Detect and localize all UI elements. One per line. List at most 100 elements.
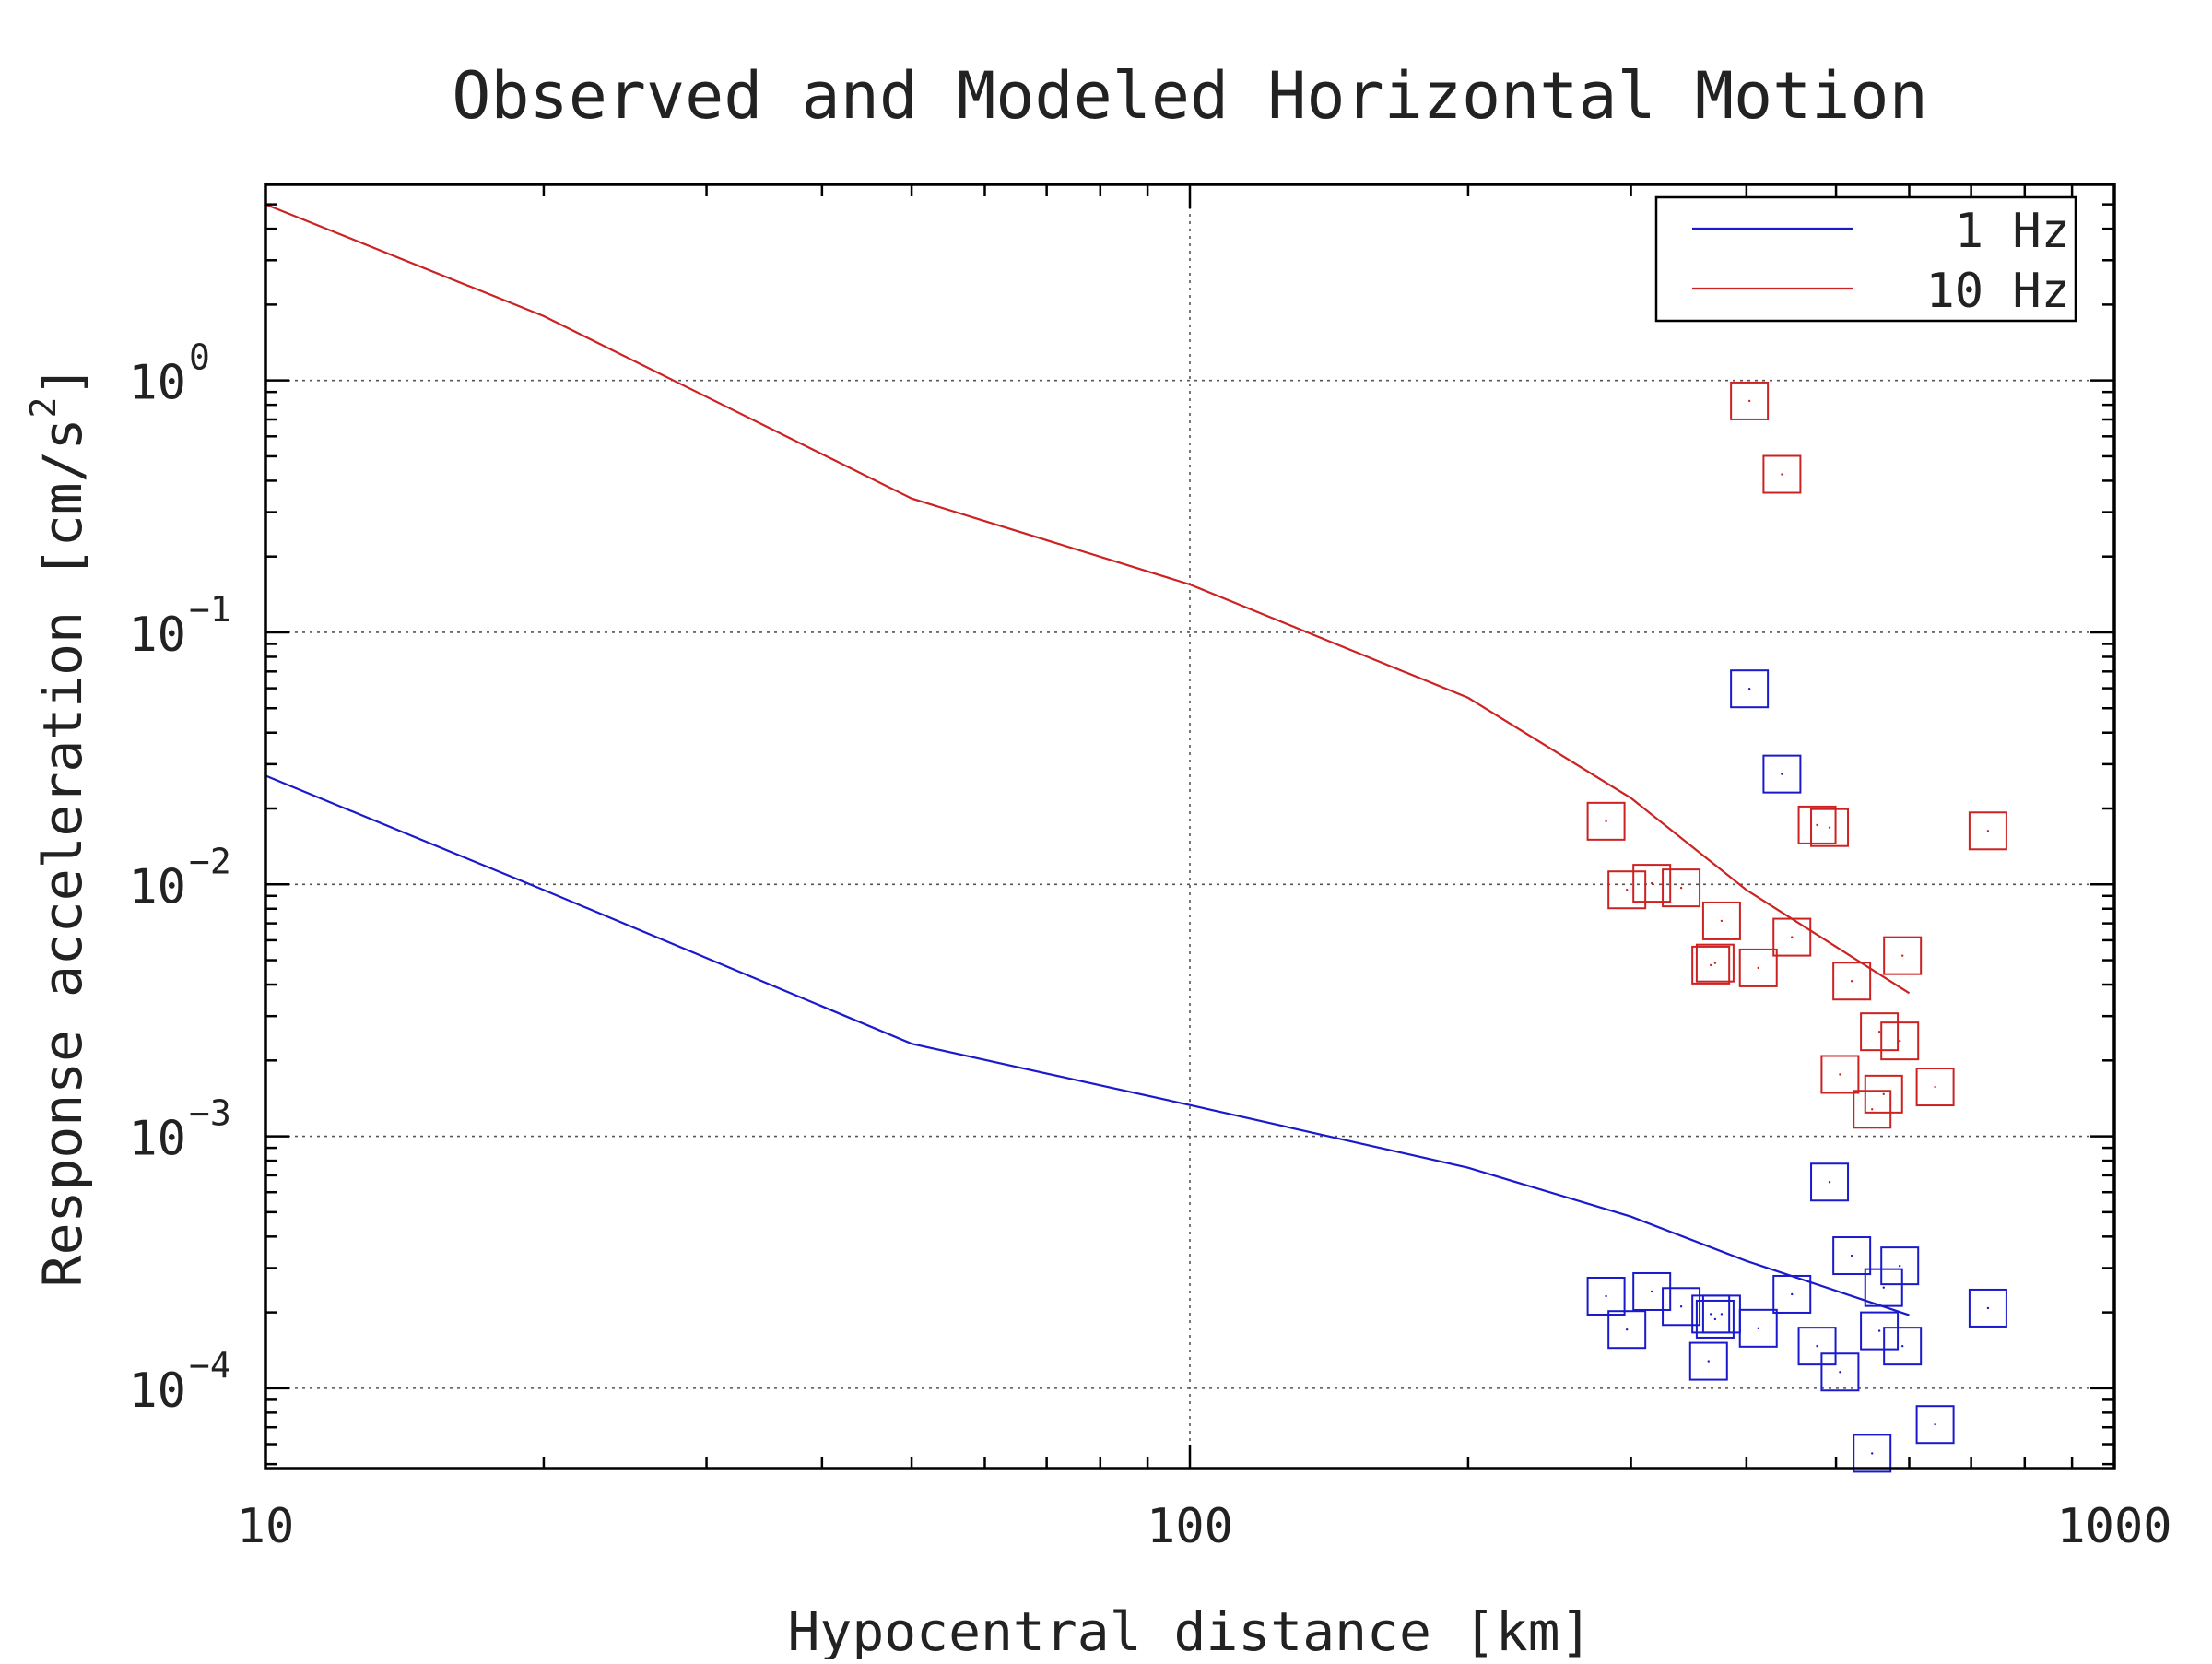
observed-point-10hz [1772, 917, 1812, 957]
legend-label-10hz: 10 Hz [1925, 264, 2070, 319]
observed-point-center-1hz [1747, 688, 1751, 690]
observed-point-center-1hz [1816, 1344, 1818, 1348]
observed-point-1hz [1832, 1236, 1872, 1276]
observed-point-10hz [1632, 864, 1672, 903]
observed-point-10hz [1738, 948, 1778, 987]
observed-point-center-10hz [1900, 954, 1904, 957]
observed-point-center-1hz [1679, 1305, 1683, 1308]
observed-point-10hz [1880, 1021, 1920, 1061]
observed-point-10hz [1662, 868, 1701, 908]
observed-point-10hz [1915, 1068, 1955, 1107]
observed-point-center-1hz [1899, 1264, 1901, 1268]
observed-point-center-10hz [1828, 826, 1831, 829]
observed-point-1hz [1853, 1434, 1892, 1473]
observed-point-10hz [1701, 901, 1741, 940]
observed-point-center-1hz [1839, 1371, 1841, 1374]
observed-point-center-1hz [1877, 1329, 1881, 1332]
observed-point-center-10hz [1713, 962, 1717, 964]
observed-point-center-1hz [1850, 1254, 1853, 1257]
observed-point-1hz [1864, 1268, 1903, 1307]
observed-point-center-10hz [1850, 980, 1853, 983]
observed-point-center-10hz [1781, 473, 1783, 476]
observed-point-10hz [1883, 936, 1923, 975]
chart-title: Observed and Modeled Horizontal Motion [452, 58, 1927, 134]
observed-point-center-1hz [1713, 1317, 1717, 1321]
observed-point-10hz [1797, 805, 1837, 844]
observed-point-10hz [1832, 962, 1872, 1001]
observed-point-10hz [1820, 1055, 1860, 1094]
observed-point-1hz [1688, 1341, 1728, 1381]
observed-point-center-10hz [1877, 1030, 1881, 1033]
observed-point-center-10hz [1816, 823, 1818, 827]
legend: 1 Hz 10 Hz [1654, 195, 2077, 323]
observed-point-center-10hz [1720, 919, 1724, 923]
x-tick-label: 10 [237, 1499, 295, 1554]
observed-point-10hz [1762, 454, 1802, 494]
x-tick-label: 1000 [2056, 1499, 2171, 1554]
y-tick-label: 10 [128, 356, 186, 411]
observed-point-1hz [1810, 1162, 1850, 1202]
observed-point-center-1hz [1707, 1360, 1710, 1363]
observed-point-1hz [1607, 1310, 1647, 1350]
y-tick-label: 10 [128, 608, 186, 663]
observed-point-center-10hz [1709, 963, 1712, 967]
observed-point-center-1hz [1871, 1452, 1874, 1455]
y-tick-label: 10 [128, 859, 186, 915]
y-tick-exponent: −4 [189, 1345, 231, 1386]
y-tick-label: 10 [128, 1363, 186, 1419]
x-axis-label: Hypocentral distance [km] [788, 1600, 1593, 1659]
observed-point-1hz [1662, 1287, 1701, 1327]
observed-point-1hz [1880, 1246, 1920, 1286]
observed-point-center-10hz [1899, 1039, 1901, 1043]
observed-point-10hz [1864, 1074, 1903, 1114]
observed-point-center-1hz [1650, 1290, 1653, 1293]
observed-point-center-1hz [1882, 1286, 1885, 1289]
observed-point-1hz [1797, 1327, 1837, 1366]
observed-point-center-10hz [1605, 820, 1607, 823]
observed-point-center-10hz [1839, 1073, 1841, 1076]
observed-point-center-10hz [1757, 966, 1759, 970]
observed-point-center-1hz [1757, 1327, 1759, 1330]
observed-point-center-1hz [1781, 773, 1783, 775]
observed-point-center-10hz [1650, 881, 1653, 885]
observed-point-10hz [1810, 808, 1850, 847]
observed-point-10hz [1691, 945, 1731, 985]
x-tick-label: 100 [1147, 1499, 1233, 1554]
observed-point-1hz [1915, 1405, 1955, 1445]
observed-point-1hz [1730, 669, 1770, 709]
observed-point-10hz [1607, 870, 1647, 910]
observed-point-center-10hz [1986, 830, 1990, 832]
y-tick-exponent: 0 [189, 337, 210, 378]
y-tick-exponent: −1 [189, 589, 231, 630]
observed-point-10hz [1860, 1012, 1900, 1052]
y-axis-label-main: Response acceleration [cm/s [31, 419, 94, 1288]
observed-point-1hz [1738, 1308, 1778, 1348]
observed-point-center-10hz [1871, 1108, 1874, 1111]
observed-point-center-10hz [1882, 1092, 1885, 1096]
grid-layer [265, 184, 2114, 1469]
observed-point-center-1hz [1720, 1313, 1724, 1316]
observed-point-center-1hz [1791, 1292, 1794, 1296]
observed-point-1hz [1632, 1271, 1672, 1311]
y-tick-label: 10 [128, 1112, 186, 1167]
observed-point-center-10hz [1625, 889, 1629, 891]
observed-point-center-1hz [1709, 1313, 1712, 1316]
model-curve-1hz [265, 774, 1910, 1316]
observed-point-1hz [1695, 1299, 1735, 1339]
observed-point-1hz [1968, 1288, 2007, 1328]
model-curve-10hz [265, 203, 1911, 995]
observed-point-center-10hz [1679, 886, 1683, 890]
y-axis-label-tail: ] [31, 365, 94, 397]
observed-point-center-1hz [1900, 1344, 1904, 1348]
observed-point-center-1hz [1605, 1294, 1607, 1298]
observed-point-center-10hz [1747, 399, 1751, 403]
observed-point-1hz [1586, 1276, 1626, 1316]
observed-point-1hz [1883, 1327, 1923, 1366]
y-tick-exponent: −2 [189, 841, 231, 881]
y-tick-exponent: −3 [189, 1093, 231, 1134]
observed-point-10hz [1695, 943, 1735, 983]
observed-point-center-1hz [1828, 1181, 1831, 1184]
